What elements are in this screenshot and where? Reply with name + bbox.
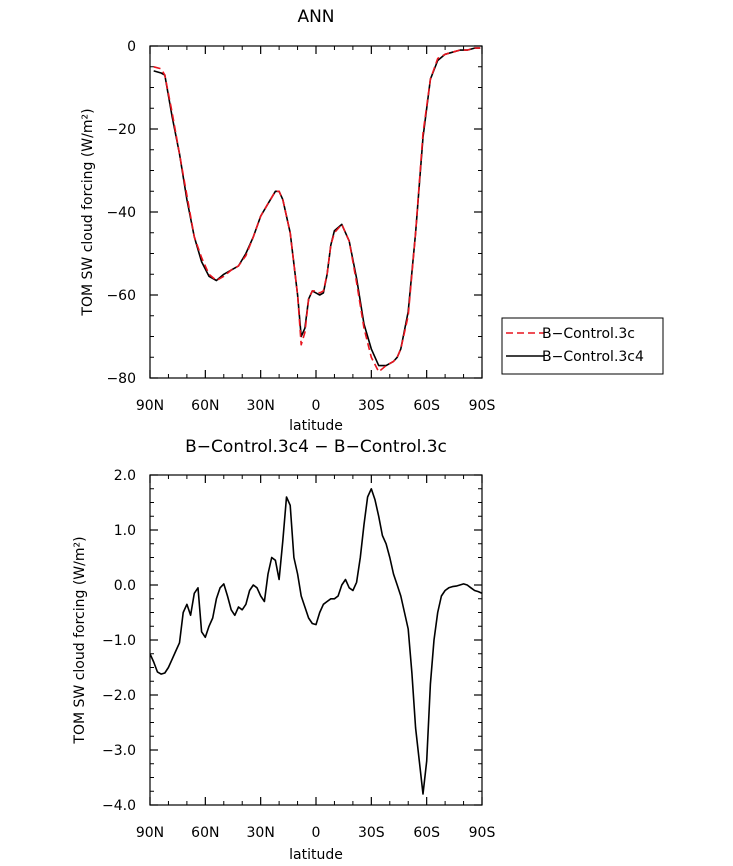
chart-panel-2: B−Control.3c4 − B−Control.3c 90N 60N 30N 0 30… [72, 437, 495, 863]
x-tick-label: 30N [247, 398, 275, 414]
x-tick-label: 90S [469, 398, 496, 414]
x-tick-label: 30S [358, 825, 385, 841]
x-tick-label: 60N [191, 825, 219, 841]
x-tick-label: 60N [191, 398, 219, 414]
x-tick-label: 0 [312, 825, 321, 841]
x-tick-label: 90N [136, 398, 164, 414]
x-tick-label: 90N [136, 825, 164, 841]
series-line-1 [150, 487, 482, 795]
y-tick-label: −60 [106, 288, 136, 304]
y-tick-label: −2.0 [102, 688, 136, 704]
legend: B−Control.3c B−Control.3c4 [501, 317, 664, 375]
legend-label-1: B−Control.3c [542, 326, 635, 342]
y-axis-label: TOM SW cloud forcing (W/m²) [80, 108, 96, 316]
y-axis-label: TOM SW cloud forcing (W/m²) [72, 536, 88, 744]
series-line-1 [153, 47, 481, 373]
y-tick-label: 2.0 [114, 468, 136, 484]
legend-label-2: B−Control.3c4 [542, 349, 644, 365]
plot-frame [149, 45, 483, 379]
y-tick-label: 0 [127, 39, 136, 55]
x-axis-label: latitude [289, 418, 343, 434]
y-tick-label: 0.0 [114, 578, 136, 594]
y-tick-label: −20 [106, 122, 136, 138]
y-tick-label: −3.0 [102, 743, 136, 759]
x-tick-label: 0 [312, 398, 321, 414]
chart-title: B−Control.3c4 − B−Control.3c [185, 437, 447, 457]
x-tick-label: 30S [358, 398, 385, 414]
x-tick-label: 30N [247, 825, 275, 841]
y-tick-label: −1.0 [102, 633, 136, 649]
legend-box [501, 317, 664, 375]
x-tick-label: 90S [469, 825, 496, 841]
series-line-2 [153, 47, 481, 367]
chart-title: ANN [297, 7, 334, 27]
plot-frame [149, 474, 483, 806]
y-tick-label: −40 [106, 205, 136, 221]
chart-panel-1: ANN 90N 60N 30N 0 30S 60S 90S 0 −20 −40 −60 −80 latit… [80, 7, 664, 434]
x-axis-label: latitude [289, 847, 343, 863]
x-tick-label: 60S [413, 398, 440, 414]
y-tick-label: −80 [106, 371, 136, 387]
x-tick-label: 60S [413, 825, 440, 841]
y-tick-label: −4.0 [102, 798, 136, 814]
y-tick-label: 1.0 [114, 523, 136, 539]
